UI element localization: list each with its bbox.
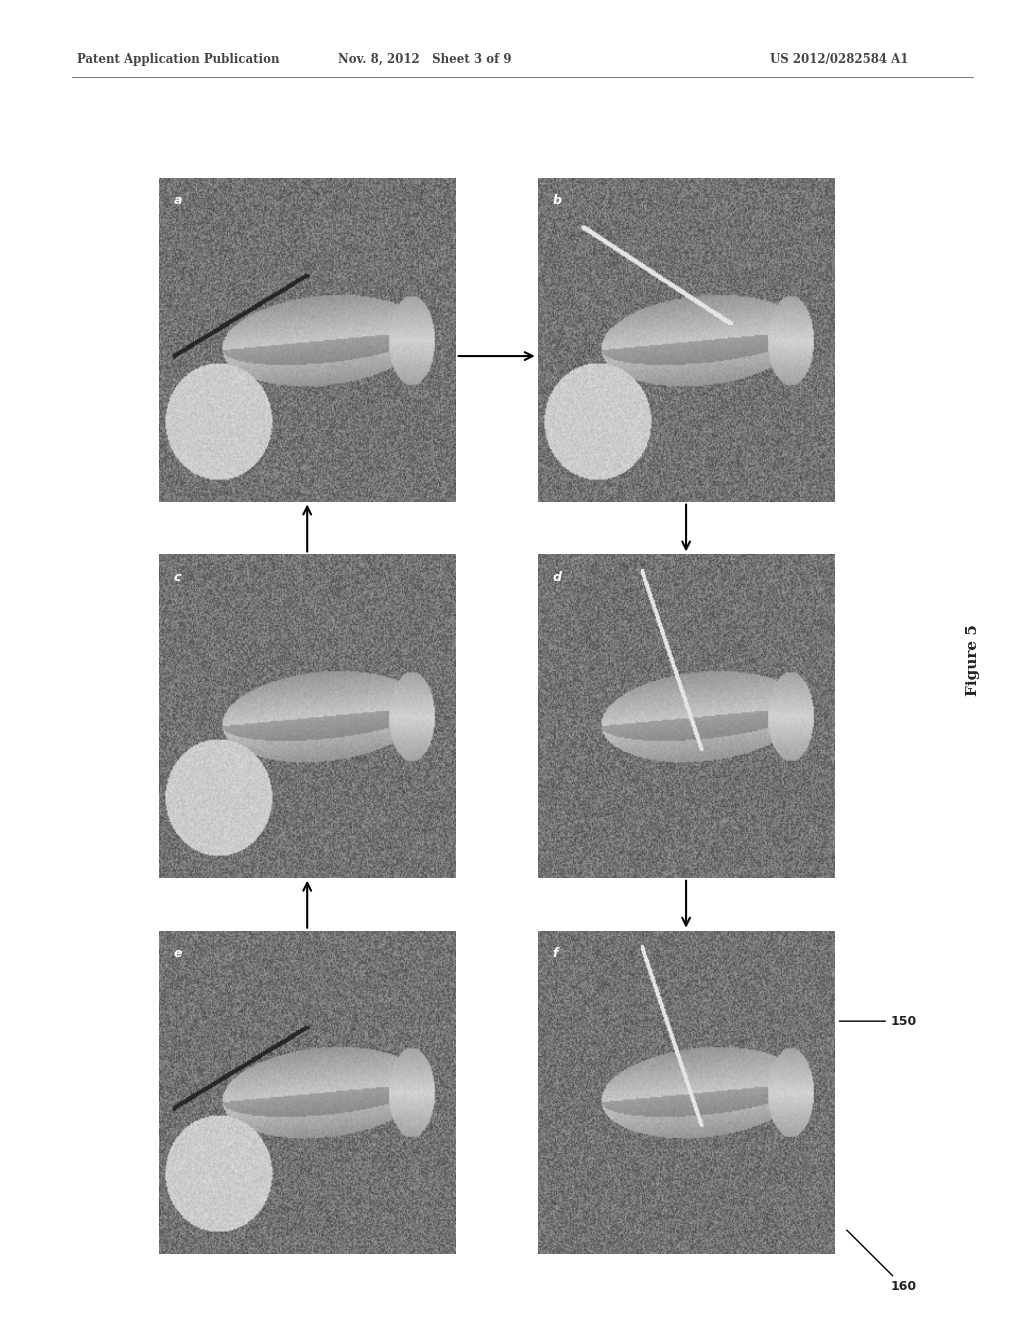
Text: 160: 160 bbox=[847, 1230, 918, 1294]
Text: a: a bbox=[173, 194, 182, 207]
Text: Nov. 8, 2012   Sheet 3 of 9: Nov. 8, 2012 Sheet 3 of 9 bbox=[338, 53, 512, 66]
Text: f: f bbox=[553, 946, 558, 960]
Text: US 2012/0282584 A1: US 2012/0282584 A1 bbox=[770, 53, 909, 66]
Text: e: e bbox=[173, 946, 182, 960]
Text: d: d bbox=[553, 570, 561, 583]
Text: Patent Application Publication: Patent Application Publication bbox=[77, 53, 280, 66]
Text: b: b bbox=[553, 194, 561, 207]
Text: c: c bbox=[173, 570, 181, 583]
Text: 150: 150 bbox=[840, 1015, 918, 1028]
Text: Figure 5: Figure 5 bbox=[966, 624, 980, 696]
